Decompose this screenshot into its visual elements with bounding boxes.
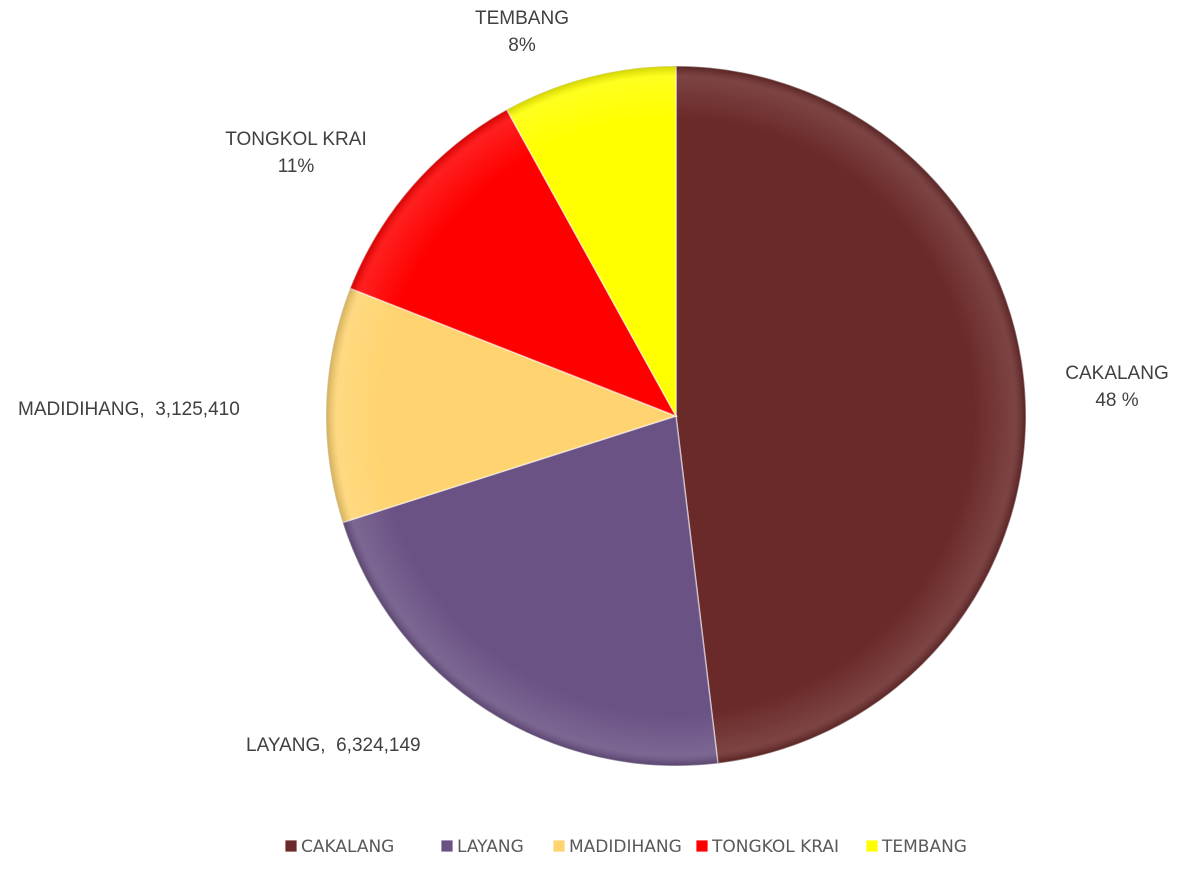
data-label-value: 11% <box>278 156 315 177</box>
legend-label: TEMBANG <box>881 837 967 857</box>
data-label-value: , 6,324,149 <box>320 735 420 756</box>
legend-label: MADIDIHANG <box>569 837 682 857</box>
data-label: LAYANG, 6,324,149 <box>246 735 421 756</box>
data-label-name: MADIDIHANG <box>18 399 139 420</box>
legend-swatch <box>284 839 298 853</box>
legend-swatch <box>865 839 879 853</box>
legend-label: CAKALANG <box>301 837 394 857</box>
data-label-value: , 3,125,410 <box>139 399 239 420</box>
data-label-name: LAYANG <box>246 735 320 756</box>
legend-swatch <box>552 839 566 853</box>
legend-label: TONGKOL KRAI <box>711 837 839 857</box>
data-label-name: CAKALANG <box>1065 363 1168 384</box>
data-label: MADIDIHANG, 3,125,410 <box>18 399 240 420</box>
legend-swatch <box>440 839 454 853</box>
legend-label: LAYANG <box>457 837 524 857</box>
data-label-name: TONGKOL KRAI <box>225 129 366 150</box>
data-label-name: TEMBANG <box>475 8 569 29</box>
pie-slice <box>675 65 1027 765</box>
data-label-value: 48 % <box>1095 390 1138 411</box>
data-label-value: 8% <box>508 35 536 56</box>
legend-swatch <box>695 839 709 853</box>
